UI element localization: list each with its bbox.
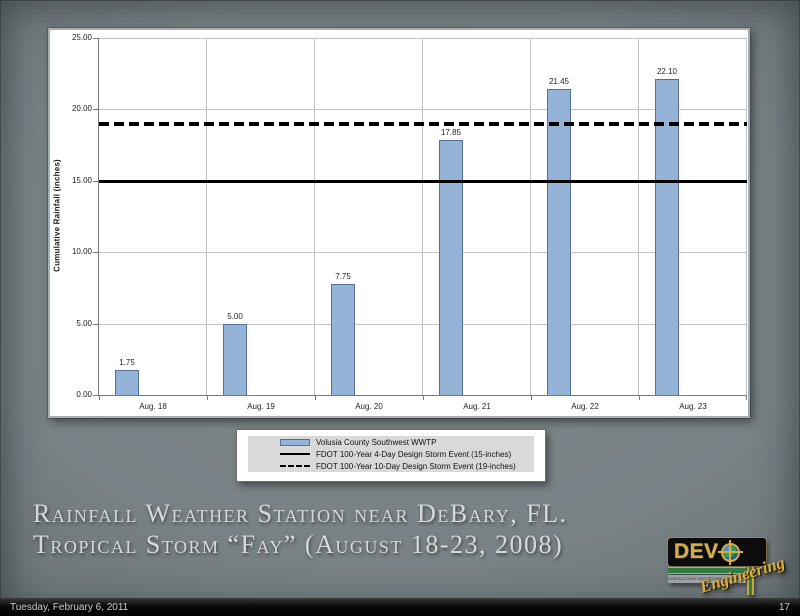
y-tick-label: 20.00: [71, 104, 92, 113]
v-gridline: [422, 38, 423, 395]
bar-1: [115, 370, 139, 395]
bar-2: [223, 324, 247, 395]
y-tick: [93, 252, 99, 253]
bar-swatch-icon: [280, 438, 310, 446]
x-category-label: Aug. 19: [247, 402, 275, 411]
slide-title-line2: Tropical Storm “Fay” (August 18-23, 2008…: [33, 530, 564, 559]
x-category-label: Aug. 22: [571, 402, 599, 411]
legend-label: Volusia County Southwest WWTP: [316, 437, 437, 447]
legend-label: FDOT 100-Year 10-Day Design Storm Event …: [316, 461, 516, 471]
y-tick-label: 0.00: [76, 390, 92, 399]
x-category-label: Aug. 23: [679, 402, 707, 411]
bar-value-label: 1.75: [119, 358, 135, 367]
solid-line-swatch-icon: [280, 453, 310, 455]
logo-green-stripe: [668, 567, 746, 574]
y-tick: [93, 38, 99, 39]
logo-vertical-bar: [747, 567, 754, 595]
x-tick: [746, 395, 747, 400]
y-tick-label: 5.00: [76, 319, 92, 328]
bar-value-label: 5.00: [227, 312, 243, 321]
x-tick: [531, 395, 532, 400]
footer-date: Tuesday, February 6, 2011: [10, 601, 129, 613]
page-number: 17: [778, 601, 790, 613]
y-tick-label: 15.00: [71, 176, 92, 185]
crosshair-vertical: [729, 539, 732, 565]
bar-4: [439, 140, 463, 395]
y-tick-label: 25.00: [71, 33, 92, 42]
v-gridline: [314, 38, 315, 395]
y-tick: [93, 109, 99, 110]
v-gridline: [530, 38, 531, 395]
h-gridline: [99, 38, 747, 39]
v-gridline: [638, 38, 639, 395]
chart-legend: Volusia County Southwest WWTP FDOT 100-Y…: [236, 429, 546, 482]
y-tick: [93, 324, 99, 325]
x-tick: [99, 395, 100, 400]
v-gridline: [746, 38, 747, 395]
h-gridline: [99, 109, 747, 110]
h-gridline: [99, 324, 747, 325]
slide-title-line1: Rainfall Weather Station near DeBary, FL…: [33, 499, 568, 528]
bar-value-label: 7.75: [335, 272, 351, 281]
y-axis-title: Cumulative Rainfall (inches): [52, 159, 62, 272]
legend-item-bar-series: Volusia County Southwest WWTP: [248, 436, 534, 448]
bar-3: [331, 284, 355, 395]
chart-panel: 0.00 5.00 10.00 15.00 20.00 25.00 Cumulative …: [48, 28, 750, 418]
dashed-line-swatch-icon: [280, 465, 310, 467]
globe-crosshair-icon: [717, 539, 743, 565]
legend-label: FDOT 100-Year 4-Day Design Storm Event (…: [316, 449, 512, 459]
legend-panel: Volusia County Southwest WWTP FDOT 100-Y…: [248, 436, 534, 472]
logo-text-dev: DEV: [674, 540, 719, 563]
plot-area: 0.00 5.00 10.00 15.00 20.00 25.00 Cumulative …: [53, 33, 747, 411]
devo-engineering-logo: DEV CONSULTING GEOTECHNICAL ENGINEERS En…: [668, 538, 800, 597]
x-tick: [207, 395, 208, 400]
logo-tagline: CONSULTING GEOTECHNICAL ENGINEERS: [668, 575, 746, 583]
x-tick: [315, 395, 316, 400]
legend-item-dashed-line: FDOT 100-Year 10-Day Design Storm Event …: [248, 460, 534, 472]
y-tick-labels: 0.00 5.00 10.00 15.00 20.00 25.00: [46, 33, 92, 399]
logo-box: DEV: [668, 538, 766, 566]
x-tick: [639, 395, 640, 400]
bar-value-label: 21.45: [548, 77, 570, 86]
slide-title: Rainfall Weather Station near DeBary, FL…: [33, 498, 723, 560]
bar-value-label: 22.10: [656, 67, 678, 76]
y-tick: [93, 181, 99, 182]
x-category-label: Aug. 20: [355, 402, 383, 411]
footer-bar: Tuesday, February 6, 2011 17: [0, 598, 800, 616]
h-gridline: [99, 252, 747, 253]
y-tick-label: 10.00: [71, 247, 92, 256]
legend-item-solid-line: FDOT 100-Year 4-Day Design Storm Event (…: [248, 448, 534, 460]
bar-value-label: 17.85: [440, 128, 462, 137]
ref-line-15-inches: [99, 180, 747, 183]
bar-6: [655, 79, 679, 395]
x-tick: [423, 395, 424, 400]
v-gridline: [206, 38, 207, 395]
y-tick: [93, 395, 99, 396]
x-category-label: Aug. 21: [463, 402, 491, 411]
x-category-label: Aug. 18: [139, 402, 167, 411]
bar-5: [547, 89, 571, 395]
ref-line-19-inches: [99, 122, 747, 126]
